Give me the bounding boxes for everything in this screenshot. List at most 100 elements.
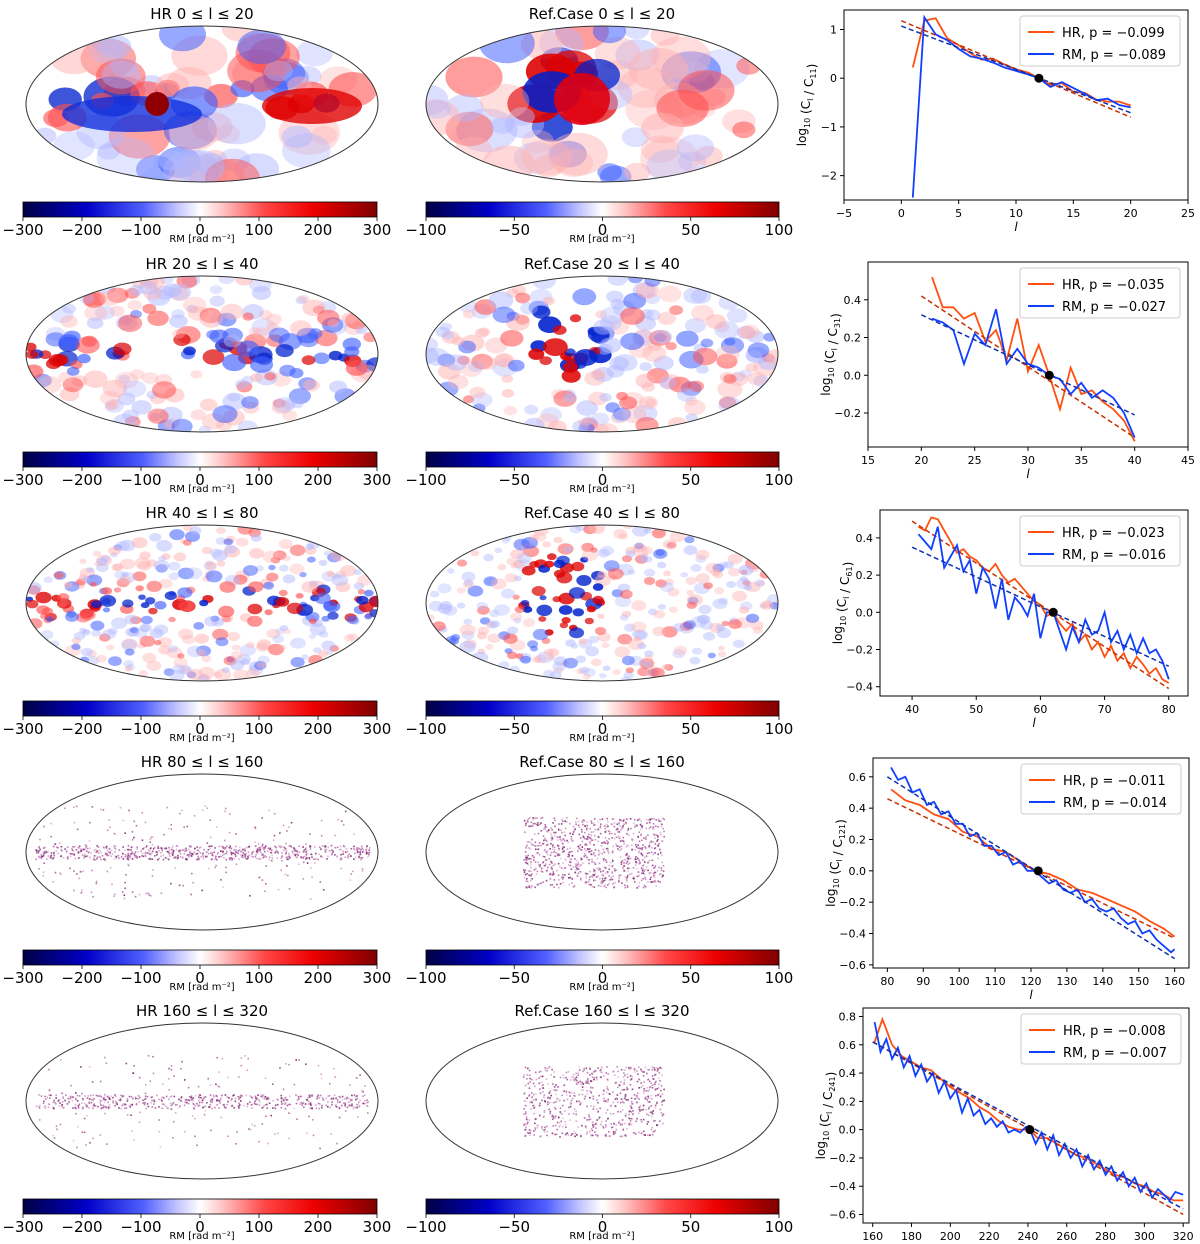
y-tick-label: 1 — [830, 23, 837, 36]
x-axis-label: l — [1014, 220, 1018, 234]
colorbar-tick-label: 300 — [363, 720, 392, 738]
x-tick-label: 260 — [1056, 1230, 1077, 1243]
colorbar-label: RM [rad m⁻²] — [169, 1231, 234, 1242]
y-tick-label: −0.2 — [846, 644, 873, 657]
colorbar-tick-label: 100 — [765, 1218, 794, 1236]
colorbar-label: RM [rad m⁻²] — [569, 982, 634, 993]
y-tick-label: 0.6 — [849, 771, 867, 784]
y-tick-label: −0.6 — [839, 959, 866, 972]
colorbar-tick-label: −50 — [498, 471, 530, 489]
x-tick-label: 40 — [1128, 454, 1142, 467]
refcase-map-panel: Ref.Case 160 ≤ l ≤ 320 −100 −50 0 50 100 RM [r… — [405, 1002, 793, 1242]
legend-entry: RM, p = −0.027 — [1062, 300, 1166, 315]
mollweide-sky-background — [26, 774, 378, 930]
mollweide-sky-background — [426, 1023, 778, 1179]
y-tick-label: −0.2 — [829, 1152, 856, 1165]
y-tick-label: −0.2 — [834, 407, 861, 420]
mollweide-outline — [425, 1022, 779, 1180]
refcase-map-title: Ref.Case 80 ≤ l ≤ 160 — [519, 753, 685, 771]
colorbar-tick-label: 50 — [681, 969, 700, 987]
rm-power-spectrum-chart: 15 20 25 30 35 40 45 −0.2 0.0 0.2 0.4 l log10 (Cl / … — [819, 261, 1195, 481]
colorbar-tick-label: 100 — [245, 969, 274, 987]
y-tick-label: −0.4 — [846, 681, 873, 694]
legend-box — [1019, 15, 1181, 67]
rm-sky-map — [523, 816, 665, 889]
colorbar-tick-label: −100 — [120, 221, 161, 239]
x-tick-label: 220 — [979, 1230, 1000, 1243]
colorbar-tick-label: −100 — [405, 969, 446, 987]
colorbar-tick-label: 0 — [598, 221, 608, 239]
refcase-map-panel: Ref.Case 0 ≤ l ≤ 20 −100 −50 0 50 100 RM [rad … — [405, 5, 794, 245]
y-tick-label: 0.4 — [839, 1067, 857, 1080]
x-tick-label: 80 — [880, 975, 894, 988]
x-tick-label: 300 — [1134, 1230, 1155, 1243]
x-tick-label: 130 — [1056, 975, 1077, 988]
colorbar-tick-label: 200 — [304, 969, 333, 987]
rm-colorbar — [425, 1198, 780, 1215]
x-tick-label: 100 — [949, 975, 970, 988]
x-tick-label: 60 — [1033, 703, 1047, 716]
colorbar-tick-label: −300 — [2, 1218, 43, 1236]
rm-colorbar — [22, 451, 378, 468]
rm-sky-map — [35, 805, 371, 900]
x-tick-label: 140 — [1092, 975, 1113, 988]
rm-colorbar — [22, 700, 378, 717]
colorbar-tick-label: −300 — [2, 221, 43, 239]
x-tick-label: 20 — [914, 454, 928, 467]
legend: HR, p = −0.035 RM, p = −0.027 — [1019, 267, 1181, 319]
series-line-hr — [931, 276, 1136, 442]
colorbar-tick-label: −200 — [61, 969, 102, 987]
colorbar-tick-label: 200 — [304, 1218, 333, 1236]
pivot-point — [1033, 866, 1043, 876]
colorbar-tick-label: −50 — [498, 1218, 530, 1236]
mollweide-outline — [25, 275, 379, 433]
hr-map-title: HR 40 ≤ l ≤ 80 — [145, 504, 258, 522]
x-tick-label: 50 — [969, 703, 983, 716]
rm-sky-map — [26, 525, 378, 681]
colorbar-tick-label: 300 — [363, 969, 392, 987]
rm-colorbar — [425, 949, 780, 966]
colorbar-tick-label: 100 — [765, 720, 794, 738]
rm-sky-map — [35, 1055, 369, 1150]
colorbar-tick-label: 300 — [363, 1218, 392, 1236]
rm-sky-map — [426, 26, 762, 182]
x-tick-label: 25 — [968, 454, 982, 467]
rm-sky-map — [522, 1066, 666, 1138]
colorbar-label: RM [rad m⁻²] — [569, 1231, 634, 1242]
colorbar-tick-label: −100 — [405, 221, 446, 239]
colorbar-tick-label: 50 — [681, 221, 700, 239]
y-tick-label: 0.4 — [849, 802, 867, 815]
colorbar-tick-label: 50 — [681, 1218, 700, 1236]
colorbar-tick-label: −100 — [120, 969, 161, 987]
rm-colorbar — [22, 949, 378, 966]
colorbar-tick-label: 100 — [765, 471, 794, 489]
colorbar-tick-label: 100 — [765, 221, 794, 239]
x-tick-label: 5 — [955, 207, 962, 220]
y-tick-label: 0.0 — [839, 1124, 857, 1137]
colorbar-tick-label: −300 — [2, 471, 43, 489]
rm-colorbar — [425, 201, 780, 218]
colorbar-tick-label: −200 — [61, 720, 102, 738]
series-line-rm — [931, 308, 1136, 438]
colorbar-tick-label: 100 — [765, 969, 794, 987]
colorbar-tick-label: −100 — [120, 1218, 161, 1236]
colorbar-tick-label: −300 — [2, 720, 43, 738]
colorbar-tick-label: −100 — [120, 720, 161, 738]
mollweide-outline — [425, 524, 779, 682]
colorbar-tick-label: −50 — [498, 720, 530, 738]
rm-power-spectrum-chart: −5 0 5 10 15 20 25 −2 −1 0 1 l log10 (Cl / C11) HR, p… — [795, 9, 1195, 234]
x-tick-label: 40 — [905, 703, 919, 716]
legend-box — [1020, 1013, 1182, 1065]
x-tick-label: 80 — [1162, 703, 1176, 716]
refcase-map-panel: Ref.Case 40 ≤ l ≤ 80 −100 −50 0 50 100 RM [rad… — [405, 504, 793, 744]
colorbar-tick-label: −100 — [405, 720, 446, 738]
fit-line-rm — [901, 25, 1131, 114]
pivot-point — [1048, 607, 1058, 617]
legend-box — [1019, 515, 1181, 567]
legend-entry: HR, p = −0.035 — [1062, 278, 1165, 293]
mollweide-outline — [25, 25, 379, 183]
rm-sky-map — [426, 525, 778, 681]
legend: HR, p = −0.099 RM, p = −0.089 — [1019, 15, 1181, 67]
refcase-map-title: Ref.Case 0 ≤ l ≤ 20 — [529, 5, 675, 23]
pivot-point — [1025, 1125, 1035, 1135]
